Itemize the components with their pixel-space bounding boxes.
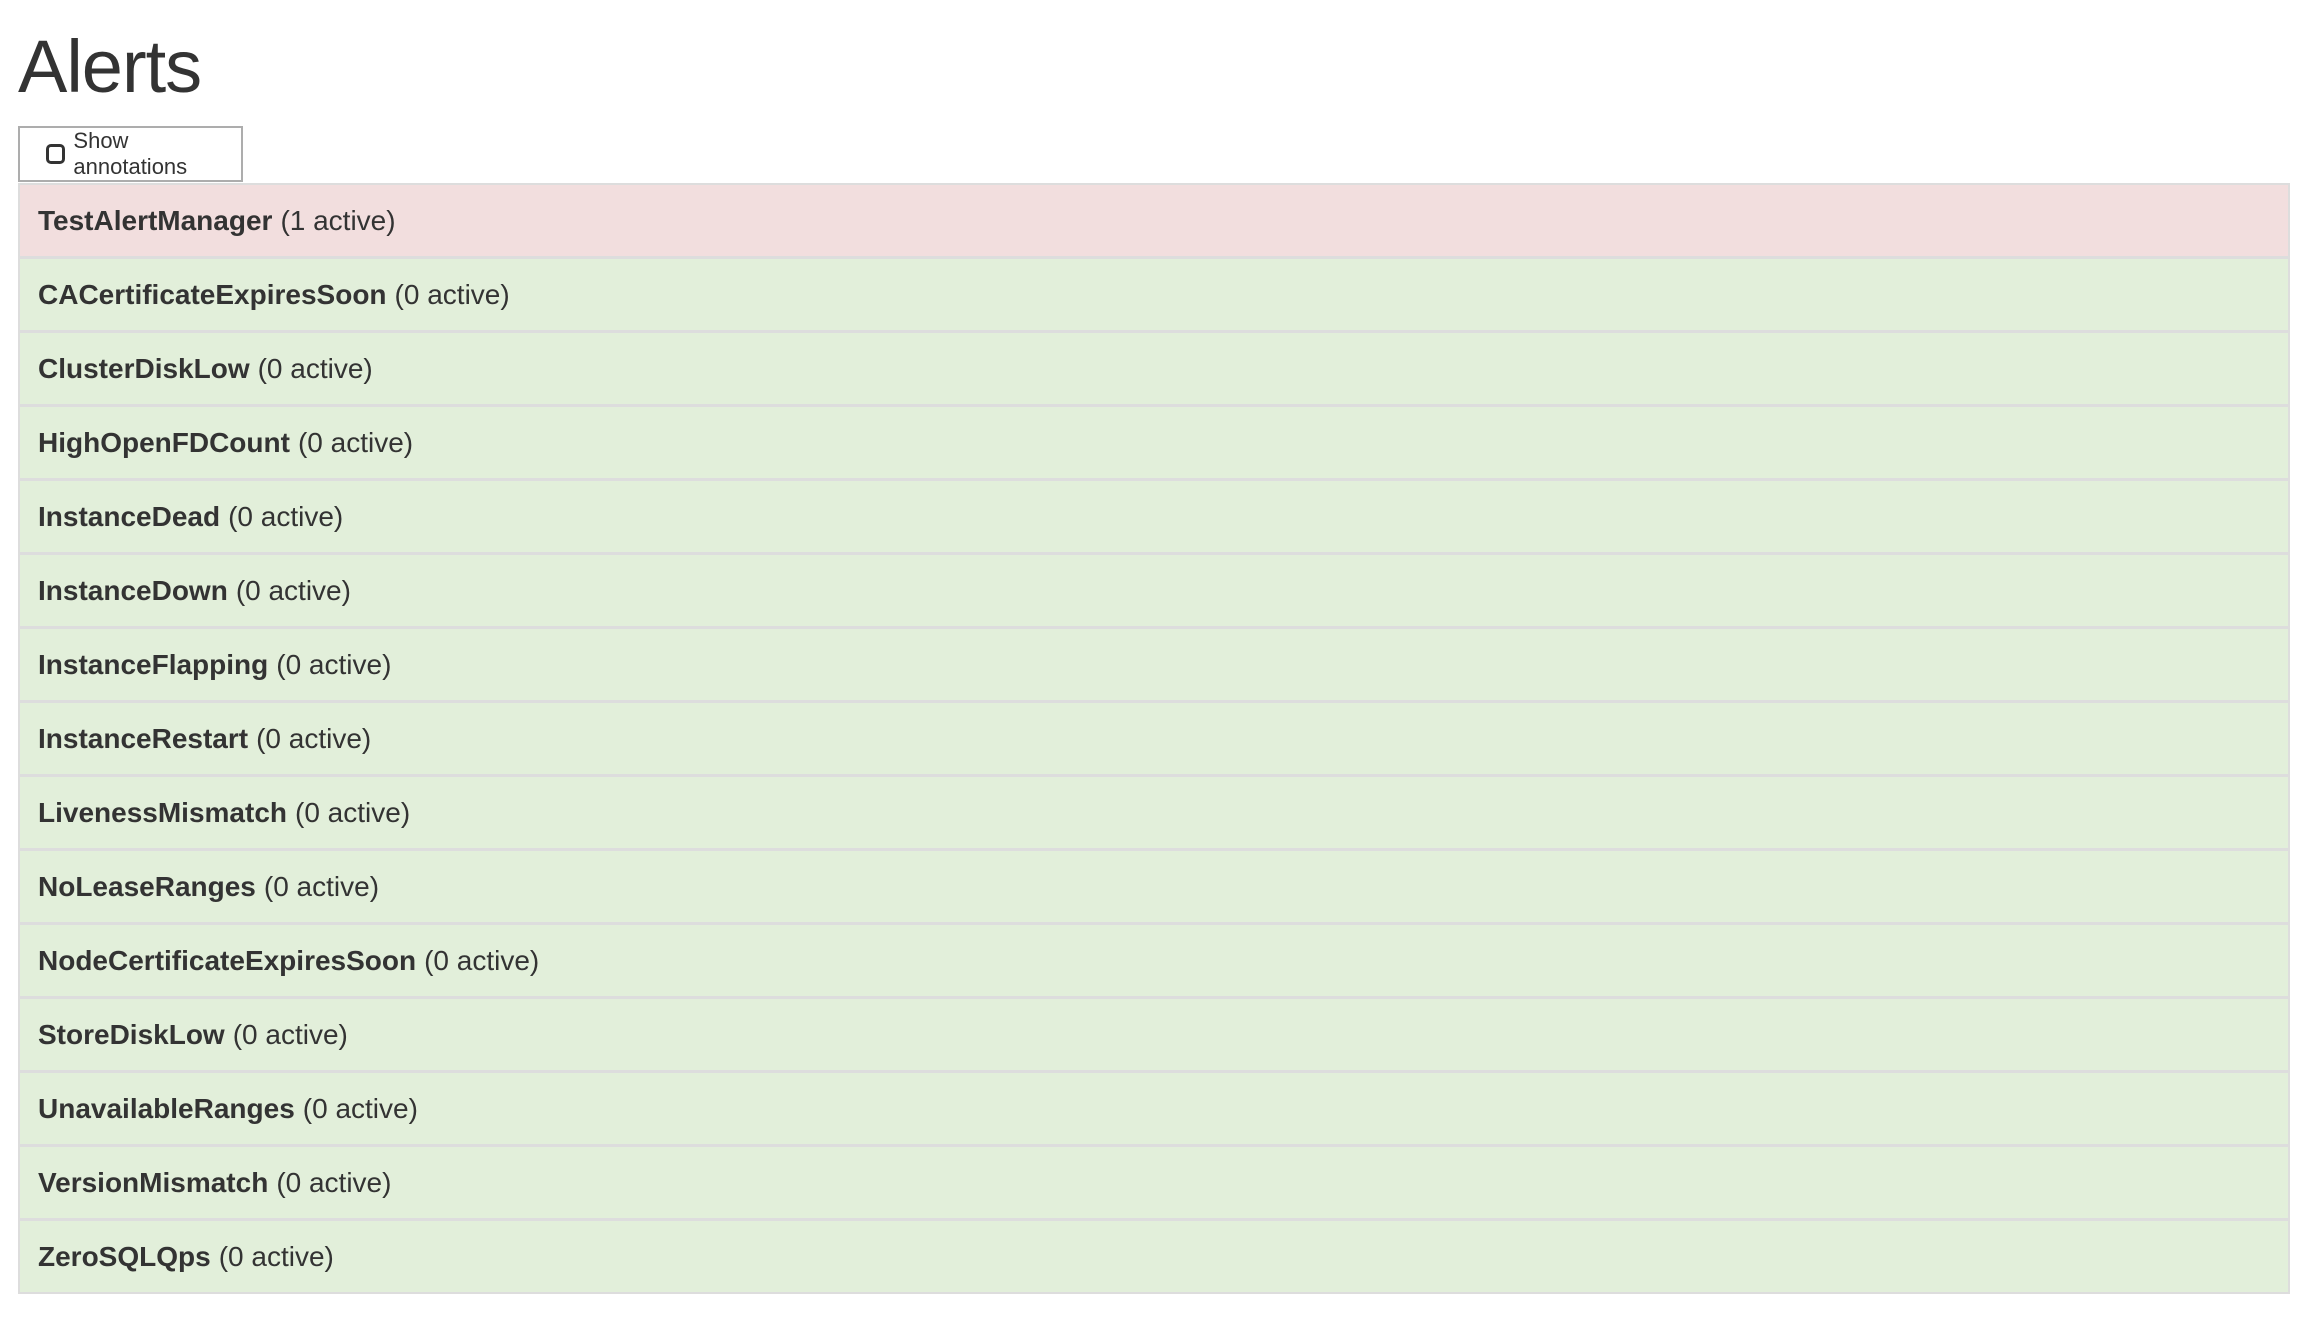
show-annotations-toggle[interactable]: Show annotations: [18, 126, 243, 182]
alert-active-count: (0 active): [302, 1092, 418, 1124]
alert-name: ZeroSQLQps: [38, 1240, 211, 1272]
alert-active-count: (0 active): [257, 352, 373, 384]
page-title: Alerts: [18, 25, 202, 108]
alert-row-instancedead[interactable]: InstanceDead (0 active): [20, 478, 2288, 552]
alert-active-count: (0 active): [218, 1240, 334, 1272]
alert-active-count: (0 active): [394, 278, 510, 310]
alert-row-clusterdisklow[interactable]: ClusterDiskLow (0 active): [20, 330, 2288, 404]
alert-active-count: (0 active): [256, 722, 372, 754]
alert-row-instanceflapping[interactable]: InstanceFlapping (0 active): [20, 626, 2288, 700]
alert-name: StoreDiskLow: [38, 1018, 225, 1050]
alert-name: LivenessMismatch: [38, 796, 287, 828]
alert-active-count: (0 active): [232, 1018, 348, 1050]
alert-row-cacertificateexpiressoon[interactable]: CACertificateExpiresSoon (0 active): [20, 256, 2288, 330]
alert-active-count: (0 active): [297, 426, 414, 458]
alert-list: TestAlertManager (1 active) CACertificateE…: [18, 183, 2290, 1294]
alert-active-count: (0 active): [295, 796, 411, 828]
checkbox-icon[interactable]: [46, 144, 66, 164]
alert-row-instancedown[interactable]: InstanceDown (0 active): [20, 552, 2288, 626]
alert-name: InstanceDead: [38, 500, 221, 532]
alert-row-versionmismatch[interactable]: VersionMismatch (0 active): [20, 1144, 2288, 1218]
alert-name: ClusterDiskLow: [38, 352, 250, 384]
alert-active-count: (0 active): [263, 870, 380, 902]
alert-row-nodecertificateexpiressoon[interactable]: NodeCertificateExpiresSoon (0 active): [20, 922, 2288, 996]
alert-name: CACertificateExpiresSoon: [38, 278, 387, 310]
alert-row-instancerestart[interactable]: InstanceRestart (0 active): [20, 700, 2288, 774]
alert-name: TestAlertManager: [38, 204, 273, 236]
alert-active-count: (0 active): [276, 648, 392, 680]
alert-name: UnavailableRanges: [38, 1092, 295, 1124]
alert-name: NodeCertificateExpiresSoon: [38, 944, 417, 976]
alert-row-testalertmanager[interactable]: TestAlertManager (1 active): [20, 185, 2288, 256]
alert-active-count: (1 active): [280, 204, 396, 236]
alert-row-storedisklow[interactable]: StoreDiskLow (0 active): [20, 996, 2288, 1070]
alert-name: InstanceRestart: [38, 722, 249, 754]
alert-row-unavailableranges[interactable]: UnavailableRanges (0 active): [20, 1070, 2288, 1144]
alert-active-count: (0 active): [276, 1166, 392, 1198]
show-annotations-label: Show annotations: [73, 128, 188, 179]
alert-name: InstanceFlapping: [38, 648, 269, 680]
alert-active-count: (0 active): [424, 944, 540, 976]
alert-active-count: (0 active): [228, 500, 344, 532]
alert-name: InstanceDown: [38, 574, 228, 606]
alert-name: HighOpenFDCount: [38, 426, 290, 458]
alert-row-highopenfdcount[interactable]: HighOpenFDCount (0 active): [20, 404, 2288, 478]
alert-row-zerosqlqps[interactable]: ZeroSQLQps (0 active): [20, 1218, 2288, 1292]
alert-row-noleaseranges[interactable]: NoLeaseRanges (0 active): [20, 848, 2288, 922]
alert-active-count: (0 active): [235, 574, 351, 606]
alert-name: VersionMismatch: [38, 1166, 269, 1198]
alert-row-livenessmismatch[interactable]: LivenessMismatch (0 active): [20, 774, 2288, 848]
alert-name: NoLeaseRanges: [38, 870, 256, 902]
